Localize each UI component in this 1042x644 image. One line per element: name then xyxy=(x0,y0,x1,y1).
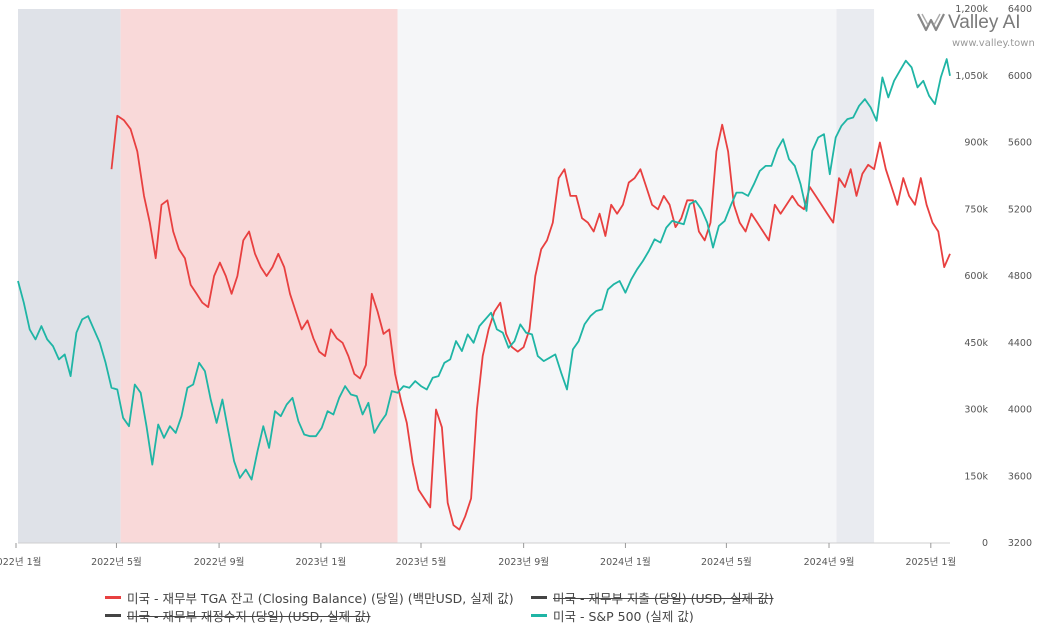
brand: Valley AI www.valley.town xyxy=(916,10,1035,49)
shaded-region-1 xyxy=(120,9,398,543)
tga-balance-line xyxy=(110,114,951,531)
x-tick-label: 2022년 1월 xyxy=(0,556,41,568)
x-tick-label: 2022년 5월 xyxy=(91,556,142,568)
right-axis-tick-label: 3200 xyxy=(1008,538,1032,549)
legend-item-balance[interactable]: 미국 - 재무부 재정수지 (당일) (USD, 실제 값) xyxy=(105,606,371,625)
left-axis-tick-label: 1,200k xyxy=(955,4,988,15)
left-axis-tick-label: 900k xyxy=(964,138,988,149)
legend-label: 미국 - 재무부 TGA 잔고 (Closing Balance) (당일) (… xyxy=(127,591,514,606)
legend-item-sp500[interactable]: 미국 - S&P 500 (실제 값) xyxy=(531,606,694,625)
left-axis-tick-label: 1,050k xyxy=(955,71,988,82)
x-tick-label: 2025년 1월 xyxy=(905,556,956,568)
right-axis-tick-label: 5600 xyxy=(1008,138,1032,149)
right-axis-tick-label: 5200 xyxy=(1008,204,1032,215)
brand-name: Valley AI xyxy=(948,12,1021,33)
right-axis: 3200 3600 4000 4400 4800 5200 5600 6000 6400 xyxy=(1008,4,1032,549)
shaded-region-3 xyxy=(836,9,875,543)
sp500-line xyxy=(17,58,951,481)
left-axis-tick-label: 0 xyxy=(982,538,988,549)
x-tick-label: 2024년 5월 xyxy=(701,556,752,568)
series-layer xyxy=(17,58,951,531)
right-axis-tick-label: 4000 xyxy=(1008,405,1032,416)
legend-label: 미국 - 재무부 재정수지 (당일) (USD, 실제 값) xyxy=(127,609,371,624)
x-tick-label: 2022년 9월 xyxy=(194,556,245,568)
legend-swatch xyxy=(531,614,547,617)
left-axis-tick-label: 300k xyxy=(964,405,988,416)
shaded-region-2 xyxy=(397,9,837,543)
x-tick-label: 2023년 5월 xyxy=(396,556,447,568)
left-axis-tick-label: 150k xyxy=(964,471,988,482)
x-axis: 2022년 1월 2022년 5월 2022년 9월 2023년 1월 2023년 5월… xyxy=(0,543,956,568)
legend-item-outlays[interactable]: 미국 - 재무부 지출 (당일) (USD, 실제 값) xyxy=(531,588,774,607)
brand-url: www.valley.town xyxy=(952,38,1035,49)
left-axis-tick-label: 600k xyxy=(964,271,988,282)
legend-item-tga[interactable]: 미국 - 재무부 TGA 잔고 (Closing Balance) (당일) (… xyxy=(105,588,514,607)
shaded-region-0 xyxy=(18,9,121,543)
right-axis-tick-label: 4400 xyxy=(1008,338,1032,349)
legend-swatch xyxy=(105,614,121,617)
x-tick-label: 2023년 1월 xyxy=(296,556,347,568)
left-axis: 0 150k 300k 450k 600k 750k 900k 1,050k 1,200k xyxy=(955,4,988,549)
left-axis-tick-label: 750k xyxy=(964,204,988,215)
right-axis-tick-label: 4800 xyxy=(1008,271,1032,282)
x-tick-label: 2024년 9월 xyxy=(804,556,855,568)
left-axis-tick-label: 450k xyxy=(964,338,988,349)
valley-ai-logo-icon xyxy=(917,13,945,32)
legend-label: 미국 - S&P 500 (실제 값) xyxy=(553,609,694,624)
legend-label: 미국 - 재무부 지출 (당일) (USD, 실제 값) xyxy=(553,591,774,606)
right-axis-tick-label: 3600 xyxy=(1008,471,1032,482)
legend-swatch xyxy=(105,596,121,599)
right-axis-tick-label: 6400 xyxy=(1008,4,1032,15)
legend-swatch xyxy=(531,596,547,599)
right-axis-tick-label: 6000 xyxy=(1008,71,1032,82)
x-tick-label: 2023년 9월 xyxy=(498,556,549,568)
shaded-regions xyxy=(18,9,875,543)
x-tick-label: 2024년 1월 xyxy=(600,556,651,568)
